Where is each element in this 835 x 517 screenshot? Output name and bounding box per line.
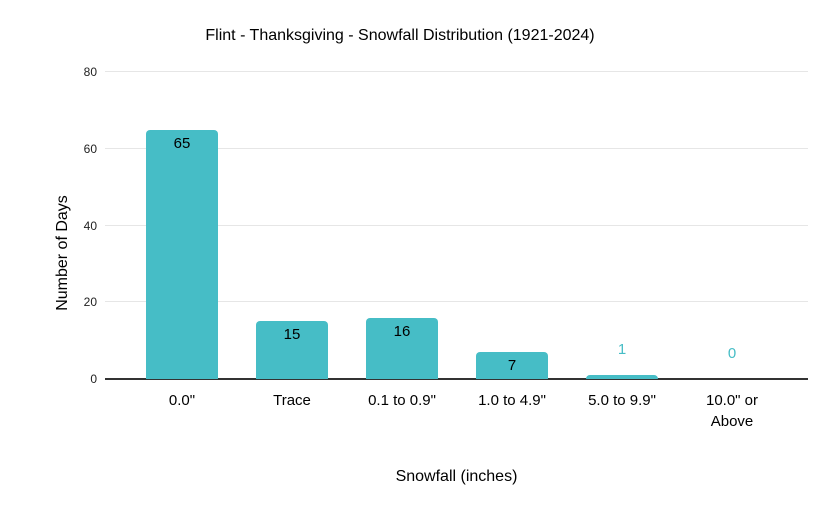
gridline-y-20: [105, 301, 808, 303]
x-tick-label-3: 1.0 to 4.9": [478, 392, 546, 409]
x-tick-label-0: 0.0": [168, 392, 196, 409]
y-axis-title: Number of Days: [54, 195, 71, 311]
y-tick-label-20: 20: [83, 295, 97, 310]
plot-area: 65 15 16 7 1 0: [105, 71, 808, 380]
bar-value-label-0: 65: [173, 134, 191, 152]
y-tick-label-80: 80: [83, 65, 97, 79]
gridline-y-60: [105, 147, 808, 149]
gridline-y-40: [105, 224, 808, 226]
bar-2[interactable]: [366, 317, 438, 379]
x-tick-label-1: Trace: [273, 392, 311, 409]
chart-title: Flint - Thanksgiving - Snowfall Distribu…: [205, 27, 595, 44]
bar-1[interactable]: [256, 321, 328, 379]
bar-value-label-3: 7: [507, 357, 517, 375]
bar-0[interactable]: [146, 129, 218, 379]
bar-value-label-4: 1: [617, 341, 627, 359]
bar-value-label-5: 0: [727, 345, 737, 362]
y-tick-label-40: 40: [83, 218, 97, 233]
bar-value-label-1: 15: [283, 326, 301, 344]
x-axis-title: Snowfall (inches): [395, 468, 518, 485]
bar-4[interactable]: [586, 375, 658, 379]
x-tick-label-5: 10.0" or Above: [705, 392, 759, 430]
x-tick-label-4: 5.0 to 9.9": [588, 392, 656, 409]
y-tick-label-0: 0: [90, 372, 97, 386]
gridline-y-80: [105, 71, 808, 72]
y-tick-label-60: 60: [83, 141, 97, 156]
bar-3[interactable]: [476, 352, 548, 379]
x-axis-line: [105, 378, 808, 380]
x-tick-label-2: 0.1 to 0.9": [368, 392, 436, 409]
bar-value-label-2: 16: [393, 322, 411, 340]
